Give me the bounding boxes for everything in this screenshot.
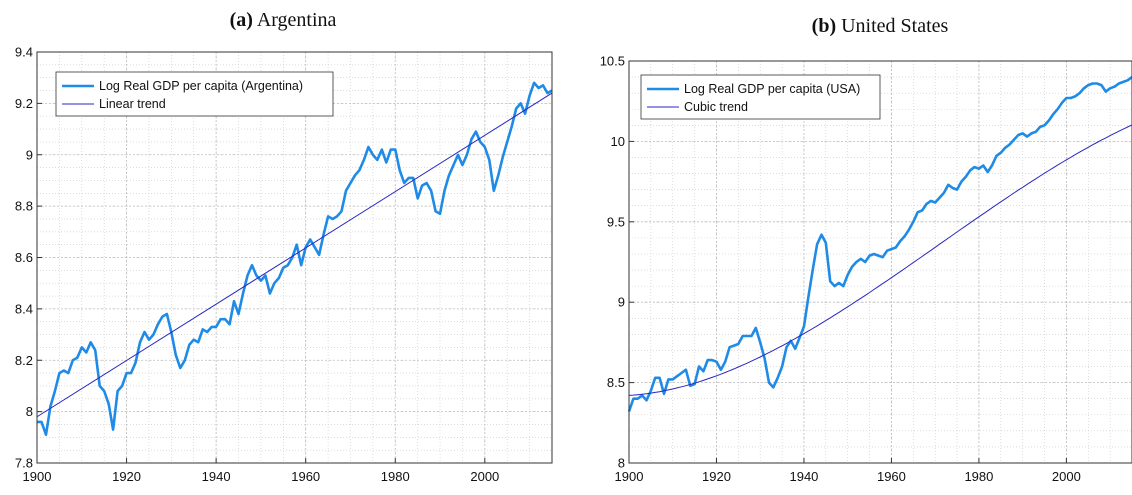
x-tick-label: 1940	[202, 469, 231, 484]
y-tick-label: 8	[26, 404, 33, 419]
legend-label-argentina-trend: Linear trend	[99, 97, 166, 111]
series-argentina	[36, 81, 553, 437]
y-tick-label: 9.2	[15, 96, 33, 111]
y-tick-label: 9.4	[15, 45, 33, 60]
panel-title-argentina: (a) Argentina	[230, 9, 337, 31]
x-tick-label: 2000	[1052, 469, 1081, 484]
x-tick-label: 1960	[291, 469, 320, 484]
x-tick-label: 1980	[381, 469, 410, 484]
legend-united-states: Log Real GDP per capita (USA) Cubic tren…	[640, 74, 881, 120]
x-tick-label: 1960	[877, 469, 906, 484]
y-tick-label: 8	[618, 456, 625, 471]
legend-box-argentina	[55, 71, 334, 117]
y-tick-label: 8.2	[15, 353, 33, 368]
panel-argentina: (a) Argentina 1900 1920 1940 1960 1980 2000 7.…	[15, 9, 553, 485]
y-tick-label: 7.8	[15, 456, 33, 471]
grid-argentina	[36, 51, 553, 464]
series-line-usa-trend	[628, 124, 1132, 396]
panel-b-label: (b)	[812, 15, 836, 37]
series-united-states	[627, 76, 1132, 412]
series-line-usa-gdp	[627, 76, 1132, 412]
x-tick-label: 1920	[112, 469, 141, 484]
panel-a-label: (a)	[230, 9, 253, 31]
plot-frame-united-states	[628, 60, 1132, 464]
legend-argentina: Log Real GDP per capita (Argentina) Line…	[55, 71, 334, 117]
series-line-argentina-trend	[36, 92, 553, 418]
y-tick-label: 9	[26, 147, 33, 162]
y-tick-label: 8.5	[607, 375, 625, 390]
grid-united-states	[628, 60, 1132, 464]
x-tick-label: 1900	[615, 469, 644, 484]
y-tick-label: 9	[618, 295, 625, 310]
legend-box-united-states	[640, 74, 881, 120]
x-tick-label: 1900	[23, 469, 52, 484]
legend-label-usa-trend: Cubic trend	[684, 100, 748, 114]
series-line-argentina-gdp	[37, 81, 553, 437]
panel-b-title: United States	[841, 15, 948, 37]
x-tick-label: 1920	[702, 469, 731, 484]
y-tick-label: 8.4	[15, 301, 33, 316]
y-tick-label: 10.5	[600, 54, 625, 69]
x-tick-label: 1940	[789, 469, 818, 484]
ticks-argentina: 1900 1920 1940 1960 1980 2000 7.8 8 8.2 8.4 8.6 8.8…	[15, 45, 499, 485]
panel-united-states: (b) United States 1900 1920 1940 1960 1980 20…	[600, 15, 1132, 484]
y-tick-label: 8.8	[15, 199, 33, 214]
y-tick-label: 9.5	[607, 214, 625, 229]
panel-title-united-states: (b) United States	[812, 15, 949, 37]
legend-label-usa-data: Log Real GDP per capita (USA)	[684, 82, 860, 96]
x-tick-label: 1980	[964, 469, 993, 484]
ticks-united-states: 1900 1920 1940 1960 1980 2000 8 8.5 9 9.5 10 10.5	[600, 54, 1081, 485]
y-tick-label: 10	[611, 134, 625, 149]
y-tick-label: 8.6	[15, 250, 33, 265]
legend-label-argentina-data: Log Real GDP per capita (Argentina)	[99, 79, 303, 93]
panel-a-title: Argentina	[257, 9, 337, 31]
x-tick-label: 2000	[470, 469, 499, 484]
